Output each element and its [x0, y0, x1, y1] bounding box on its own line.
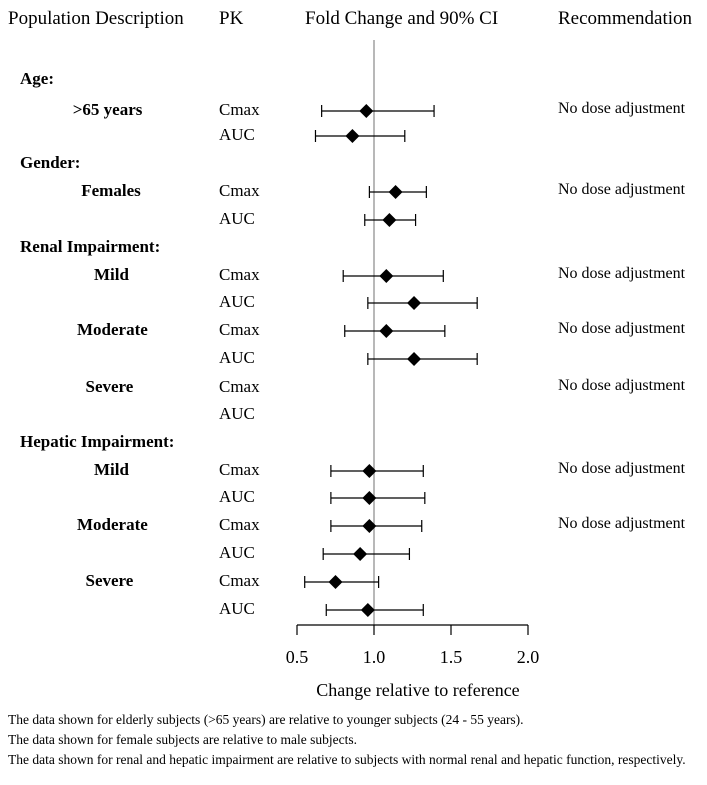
recommendation-label: No dose adjustment [558, 181, 686, 198]
pk-label: Cmax [219, 571, 260, 590]
pk-label: Cmax [219, 320, 260, 339]
pk-label: AUC [219, 487, 255, 506]
group-label: Hepatic Impairment: [20, 432, 175, 451]
estimate-diamond [362, 519, 377, 533]
subgroup-label: Mild [94, 265, 129, 284]
recommendation-label: No dose adjustment [558, 320, 686, 337]
estimate-diamond [362, 464, 377, 478]
x-tick-label: 1.0 [363, 647, 386, 667]
subgroup-label: Severe [85, 571, 134, 590]
subgroup-label: Moderate [77, 320, 148, 339]
pk-label: AUC [219, 292, 255, 311]
pk-header: PK [219, 8, 244, 29]
pk-label: Cmax [219, 265, 260, 284]
pk-label: Cmax [219, 377, 260, 396]
estimate-diamond [388, 185, 403, 199]
estimate-diamond [345, 129, 360, 143]
pk-label: Cmax [219, 460, 260, 479]
subgroup-label: >65 years [72, 100, 143, 119]
estimate-diamond [360, 603, 375, 617]
x-tick-label: 0.5 [286, 647, 309, 667]
recommendation-label: No dose adjustment [558, 377, 686, 394]
estimate-diamond [407, 352, 422, 366]
group-label: Renal Impairment: [20, 237, 161, 256]
subgroup-label: Moderate [77, 515, 148, 534]
pk-label: Cmax [219, 181, 260, 200]
pk-label: AUC [219, 209, 255, 228]
x-axis-label: Change relative to reference [316, 680, 519, 700]
x-tick-label: 2.0 [517, 647, 540, 667]
pk-label: Cmax [219, 100, 260, 119]
subgroup-label: Severe [85, 377, 134, 396]
pk-label: AUC [219, 125, 255, 144]
group-label: Age: [20, 69, 54, 88]
estimate-diamond [362, 491, 377, 505]
population-header: Population Description [8, 8, 184, 29]
footnote-impairment: The data shown for renal and hepatic imp… [8, 752, 686, 767]
recommendation-label: No dose adjustment [558, 100, 686, 117]
estimate-diamond [382, 213, 397, 227]
pk-label: AUC [219, 599, 255, 618]
fold-change-header: Fold Change and 90% CI [305, 8, 499, 29]
estimate-diamond [353, 547, 368, 561]
pk-label: Cmax [219, 515, 260, 534]
pk-label: AUC [219, 404, 255, 423]
recommendation-label: No dose adjustment [558, 265, 686, 282]
footnote-elderly: The data shown for elderly subjects (>65… [8, 712, 524, 727]
x-tick-label: 1.5 [440, 647, 463, 667]
estimate-diamond [379, 324, 394, 338]
estimate-diamond [328, 575, 343, 589]
pk-label: AUC [219, 543, 255, 562]
subgroup-label: Females [81, 181, 141, 200]
pk-label: AUC [219, 348, 255, 367]
estimate-diamond [407, 296, 422, 310]
recommendation-label: No dose adjustment [558, 460, 686, 477]
group-label: Gender: [20, 153, 81, 172]
footnote-gender: The data shown for female subjects are r… [8, 732, 357, 747]
subgroup-label: Mild [94, 460, 129, 479]
estimate-diamond [379, 269, 394, 283]
estimate-diamond [359, 104, 374, 118]
recommendation-header: Recommendation [558, 8, 693, 29]
recommendation-label: No dose adjustment [558, 515, 686, 532]
